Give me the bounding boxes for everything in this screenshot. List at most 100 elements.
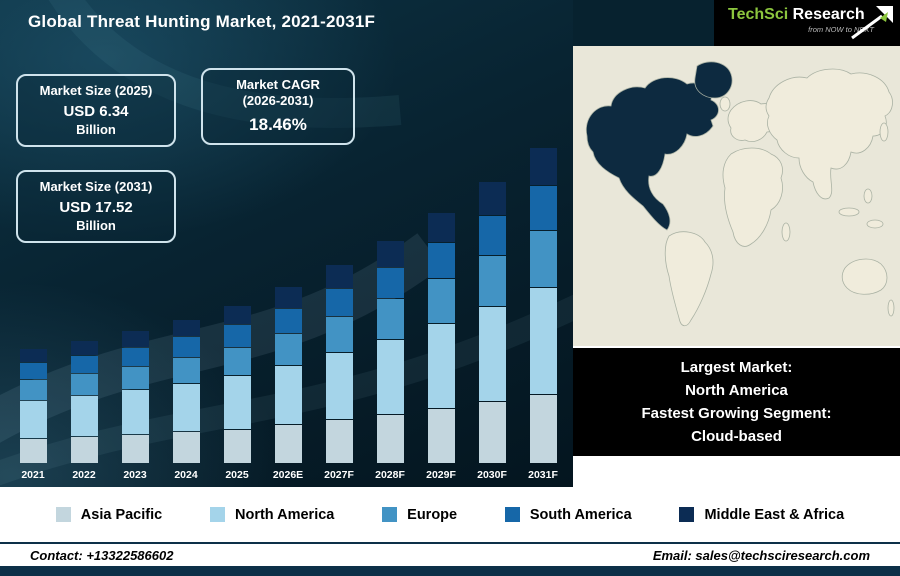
logo-brand-white: Research [792, 6, 865, 23]
legend-item-north-america: North America [209, 506, 335, 523]
x-axis-label: 2027F [324, 469, 354, 481]
segment-middle-east-africa [529, 147, 557, 185]
bar-stack [376, 240, 404, 463]
segment-south-america [274, 308, 302, 333]
map-asia [765, 68, 893, 200]
x-axis-label: 2029F [426, 469, 456, 481]
market-cagr-box: Market CAGR (2026-2031) 18.46% [201, 68, 355, 145]
largest-market-box: Largest Market: North America Fastest Gr… [573, 348, 900, 456]
bar-stack [121, 331, 149, 463]
segment-asia-pacific [529, 394, 557, 463]
segment-north-america [121, 390, 149, 434]
legend-swatch [209, 507, 225, 522]
segment-south-america [172, 337, 200, 357]
segment-middle-east-africa [70, 340, 98, 356]
segment-middle-east-africa [325, 264, 353, 289]
segment-north-america [376, 339, 404, 414]
arrow-icon [851, 6, 893, 40]
map-north-america [585, 77, 719, 231]
map-new-guinea [866, 219, 884, 229]
legend-swatch [55, 507, 71, 522]
segment-middle-east-africa [376, 240, 404, 267]
legend-item-asia-pacific: Asia Pacific [55, 506, 163, 523]
segment-europe [19, 379, 47, 400]
legend-item-middle-east-africa: Middle East & Africa [679, 507, 844, 523]
map-madagascar [781, 222, 791, 242]
market-size-2025-box: Market Size (2025) USD 6.34 Billion [16, 74, 176, 148]
segment-europe [325, 317, 353, 353]
info-box-value: 18.46% [249, 114, 307, 134]
x-axis-label: 2031F [528, 469, 558, 481]
segment-asia-pacific [70, 437, 98, 463]
segment-north-america [223, 376, 251, 429]
segment-europe [274, 333, 302, 365]
segment-north-america [274, 365, 302, 425]
segment-south-america [478, 216, 506, 256]
map-indonesia [838, 207, 860, 217]
info-box-title: Market Size (2031) [39, 179, 153, 194]
info-box-unit: Billion [76, 122, 116, 138]
segment-asia-pacific [478, 402, 506, 463]
footer: Contact: +13322586602 Email: sales@techs… [0, 542, 900, 566]
segment-asia-pacific [376, 414, 404, 463]
segment-europe [478, 256, 506, 307]
map-philippines [863, 188, 873, 204]
segment-asia-pacific [172, 432, 200, 463]
segment-europe [529, 230, 557, 287]
bar-stack [325, 264, 353, 463]
map-south-america [664, 231, 714, 327]
world-map-svg [573, 46, 900, 346]
segment-south-america [223, 325, 251, 347]
info-box-unit: Billion [76, 218, 116, 234]
bar-2029f: 2029F [420, 212, 462, 481]
map-japan [879, 122, 889, 142]
segment-europe [172, 357, 200, 384]
x-axis-label: 2026E [272, 469, 304, 481]
segment-asia-pacific [325, 420, 353, 463]
segment-middle-east-africa [19, 349, 47, 363]
segment-south-america [376, 267, 404, 299]
legend-label: Asia Pacific [80, 506, 163, 523]
bar-2028f: 2028F [369, 240, 411, 481]
info-box-title: Market Size (2025) [39, 83, 153, 98]
contact-text: Contact: +13322586602 [30, 547, 174, 563]
x-axis-label: 2021 [21, 469, 45, 481]
segment-europe [223, 347, 251, 376]
largest-market-value: North America [685, 381, 788, 399]
segment-middle-east-africa [427, 212, 455, 243]
bar-stack [529, 147, 557, 463]
bar-stack [172, 319, 200, 463]
bar-stack [70, 340, 98, 463]
logo-tagline: from NOW to NEXT [808, 25, 874, 34]
bar-2027f: 2027F [318, 264, 360, 481]
segment-north-america [70, 395, 98, 437]
segment-north-america [325, 353, 353, 420]
map-africa [722, 147, 783, 247]
legend-label: North America [234, 506, 335, 523]
largest-market-label: Largest Market: [680, 358, 793, 376]
info-box-value: USD 6.34 [63, 103, 129, 121]
segment-middle-east-africa [121, 331, 149, 347]
segment-south-america [70, 356, 98, 373]
bar-stack [478, 182, 506, 463]
bar-2025: 2025 [216, 306, 258, 481]
segment-asia-pacific [427, 408, 455, 463]
bottom-bar [0, 566, 900, 576]
segment-north-america [427, 324, 455, 408]
segment-asia-pacific [19, 438, 47, 463]
email-text: Email: sales@techsciresearch.com [652, 547, 870, 563]
bar-stack [223, 306, 251, 463]
legend: Asia Pacific North America Europe South Ame… [0, 487, 900, 542]
segment-south-america [121, 347, 149, 366]
world-map [573, 46, 900, 346]
x-axis-label: 2023 [123, 469, 147, 481]
bar-2030f: 2030F [471, 182, 513, 481]
segment-europe [121, 366, 149, 390]
segment-south-america [427, 243, 455, 278]
legend-label: Europe [407, 506, 458, 523]
fastest-segment-value: Cloud-based [691, 428, 782, 446]
segment-south-america [19, 363, 47, 379]
segment-europe [427, 278, 455, 324]
segment-asia-pacific [223, 429, 251, 463]
bar-stack [19, 349, 47, 463]
